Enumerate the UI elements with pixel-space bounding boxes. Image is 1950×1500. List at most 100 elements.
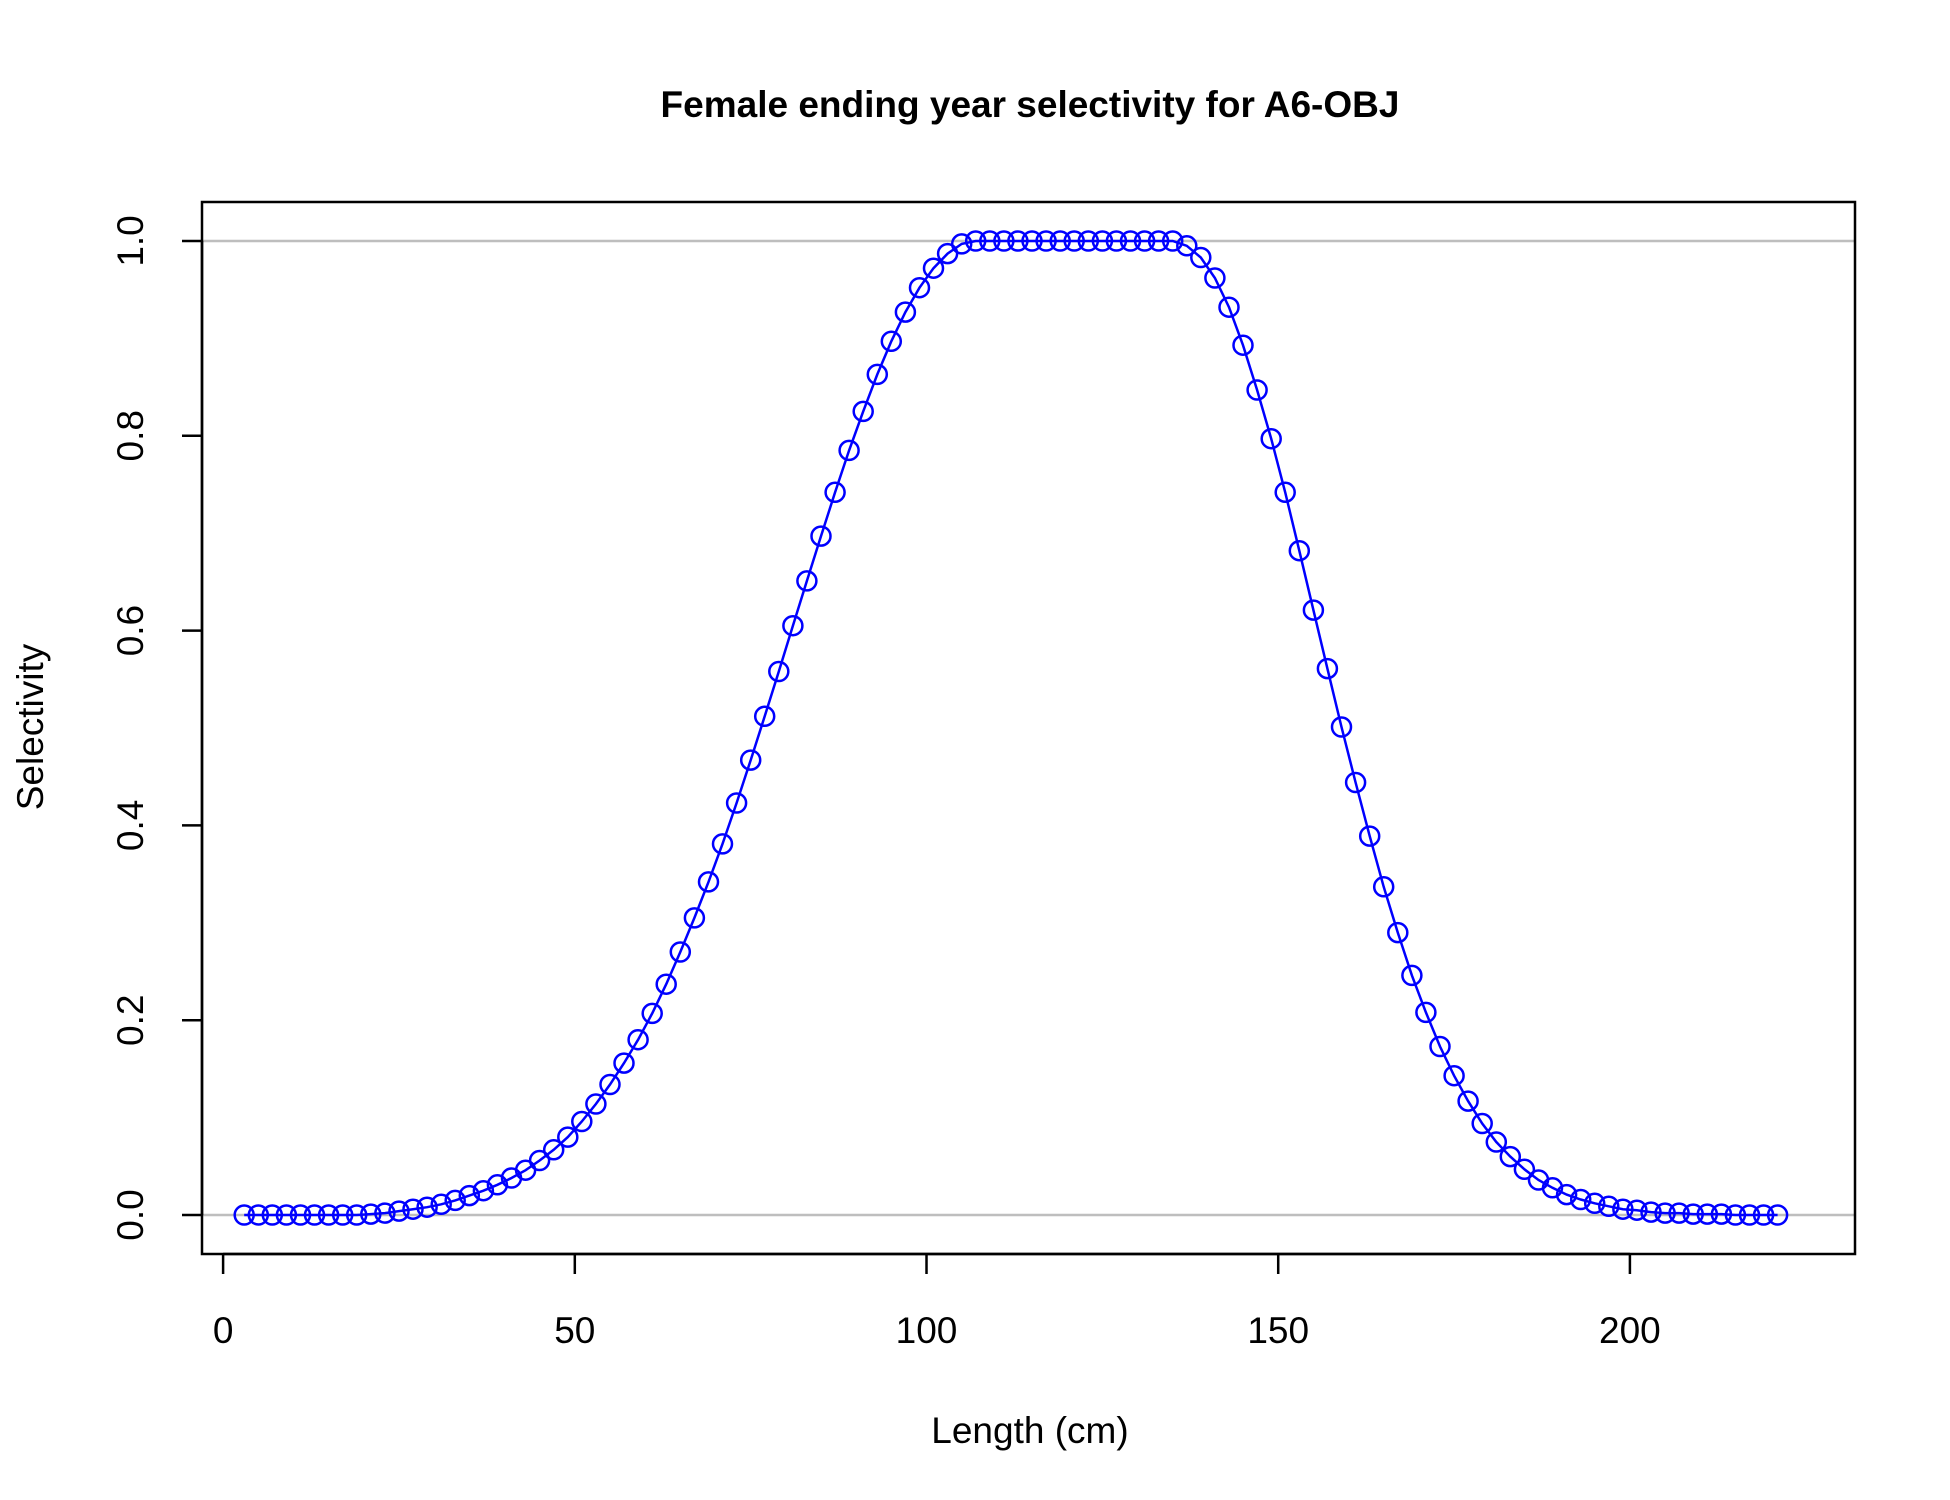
data-point [1204, 267, 1226, 289]
data-point [1007, 230, 1029, 252]
data-point [1260, 427, 1282, 450]
data-point [345, 1204, 368, 1226]
y-tick-label: 1.0 [110, 215, 151, 266]
chart-title: Female ending year selectivity for A6-OB… [661, 84, 1400, 125]
data-point [753, 705, 776, 728]
y-axis-label: Selectivity [10, 643, 51, 810]
data-point [627, 1028, 649, 1051]
data-point [317, 1204, 340, 1226]
data-point [1133, 230, 1156, 252]
data-point [1640, 1201, 1662, 1223]
data-point [1583, 1192, 1606, 1215]
data-point [1021, 230, 1043, 252]
data-point [1696, 1203, 1719, 1225]
data-point [1752, 1204, 1775, 1226]
data-point [1555, 1183, 1578, 1206]
data-point [1190, 246, 1212, 269]
data-point [1668, 1202, 1690, 1224]
data-point [571, 1110, 593, 1133]
data-point [233, 1204, 255, 1226]
data-point [655, 973, 677, 995]
data-point [1499, 1145, 1522, 1168]
data-point [1246, 379, 1268, 401]
y-tick-label: 0.4 [110, 800, 151, 851]
data-point [1232, 334, 1254, 356]
data-point [908, 276, 931, 299]
data-point [472, 1179, 495, 1202]
data-point [1119, 230, 1142, 252]
data-point [1063, 230, 1085, 252]
x-tick-label: 50 [554, 1310, 595, 1351]
x-tick-label: 150 [1247, 1310, 1309, 1351]
data-point [838, 439, 860, 462]
data-point [979, 230, 1001, 252]
data-point [641, 1002, 663, 1025]
data-point [388, 1200, 410, 1222]
data-point [1654, 1202, 1676, 1224]
data-point [852, 400, 874, 423]
data-point [796, 570, 818, 592]
data-point [1387, 921, 1409, 944]
data-point [528, 1149, 551, 1172]
selectivity-series [233, 230, 1789, 1226]
data-point [1443, 1064, 1465, 1087]
data-point [1147, 230, 1170, 252]
data-point [1766, 1204, 1789, 1226]
data-point [1598, 1195, 1620, 1218]
data-point [711, 833, 734, 855]
data-point [725, 792, 748, 814]
data-point [486, 1174, 509, 1196]
data-point [1077, 230, 1100, 252]
data-point [866, 363, 889, 386]
data-point [1288, 539, 1311, 562]
data-point [1176, 235, 1198, 257]
plot-frame [200, 200, 1857, 1256]
data-point [1626, 1199, 1648, 1221]
data-point [894, 301, 917, 323]
data-point [1302, 599, 1325, 621]
data-point [810, 525, 832, 547]
data-point [585, 1093, 607, 1115]
data-point [1274, 481, 1296, 504]
data-point [1161, 230, 1184, 252]
data-point [1710, 1203, 1733, 1225]
data-point [1372, 876, 1395, 898]
data-point [1330, 716, 1353, 738]
data-point [289, 1204, 312, 1226]
data-point [1415, 1001, 1437, 1024]
data-point [599, 1073, 621, 1096]
y-tick-label: 0.8 [110, 410, 151, 461]
data-point [1218, 296, 1240, 318]
data-point [303, 1204, 326, 1226]
data-point [1485, 1131, 1508, 1153]
data-point [1316, 657, 1339, 680]
data-point [950, 233, 973, 255]
data-point [683, 907, 706, 929]
data-point [430, 1193, 452, 1216]
data-point [1035, 230, 1057, 252]
data-point [768, 660, 790, 683]
data-point [1724, 1204, 1747, 1226]
y-tick-label: 0.0 [110, 1189, 151, 1240]
data-point [261, 1204, 284, 1226]
data-point [247, 1204, 270, 1226]
data-point [964, 230, 987, 252]
series-line [244, 239, 1778, 1217]
data-point [1105, 230, 1128, 252]
data-point [1738, 1204, 1761, 1226]
data-point [993, 230, 1015, 252]
data-point [669, 941, 692, 963]
data-point [374, 1202, 396, 1224]
data-point [1457, 1090, 1479, 1112]
data-point [1401, 964, 1423, 987]
data-point [402, 1198, 424, 1220]
data-point [1682, 1203, 1704, 1225]
data-point [1471, 1112, 1493, 1135]
x-tick-label: 0 [213, 1310, 234, 1351]
data-point [922, 257, 945, 279]
data-point [824, 481, 846, 504]
x-tick-label: 100 [896, 1310, 958, 1351]
y-tick-label: 0.2 [110, 995, 151, 1046]
